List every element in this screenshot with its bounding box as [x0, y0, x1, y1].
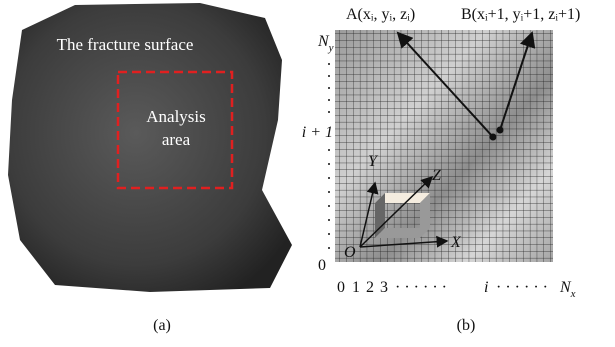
x-dots: · · · · · ·	[395, 279, 447, 296]
x-tick: 3	[380, 279, 388, 296]
y-middle: i + 1	[302, 124, 333, 141]
x-tick: 2	[366, 279, 374, 296]
area-label: Analysis	[146, 107, 206, 126]
page: { "panel_a": { "surface_label": "The fra…	[0, 0, 615, 347]
point-a-label: A(xᵢ, yᵢ, zᵢ)	[346, 6, 415, 23]
caption: (b)	[457, 317, 476, 334]
frame-origin: O	[344, 244, 356, 261]
x-end: Nx	[559, 279, 576, 300]
area-label: area	[162, 130, 191, 149]
surface-label: The fracture surface	[57, 35, 194, 54]
y-top: Ny	[317, 33, 334, 54]
frame-x: X	[450, 234, 462, 251]
point	[490, 134, 497, 141]
figure: The fracture surface Analysis area (a) A…	[0, 0, 615, 347]
y-dots	[328, 63, 330, 249]
point	[497, 127, 504, 134]
caption: (a)	[153, 317, 171, 334]
frame-z: Z	[432, 167, 442, 184]
x-middle: i	[484, 279, 488, 296]
point-b-label: B(xᵢ+1, yᵢ+1, zᵢ+1)	[461, 6, 580, 23]
y-bottom: 0	[318, 257, 326, 274]
grid	[335, 30, 553, 262]
x-tick: 1	[352, 279, 360, 296]
x-dots: · · · · · ·	[496, 279, 548, 296]
x-origin: 0	[337, 279, 345, 296]
